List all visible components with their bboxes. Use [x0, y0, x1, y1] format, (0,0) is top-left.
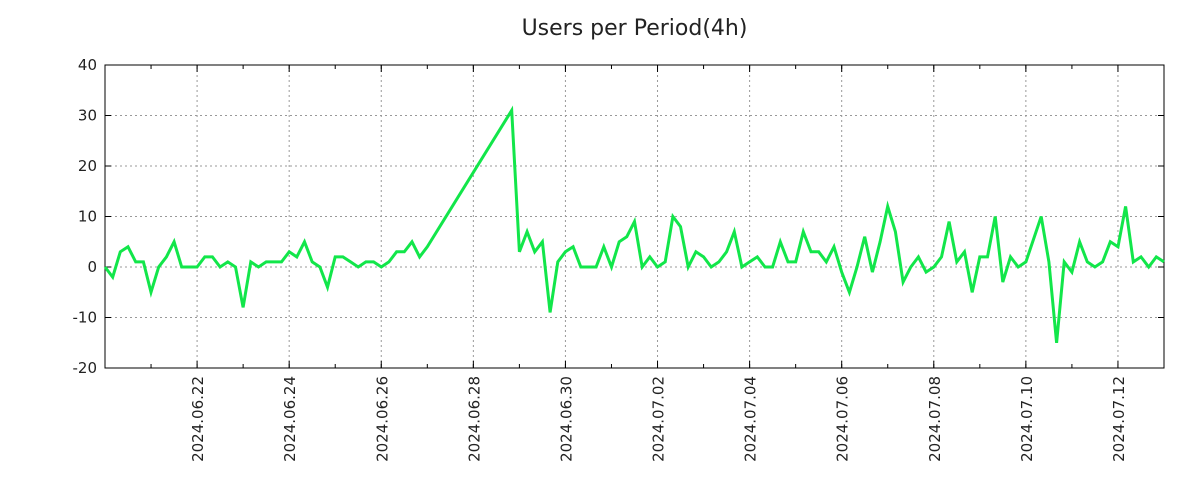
x-tick-label: 2024.07.02	[650, 376, 668, 462]
series-line-users	[103, 105, 1165, 343]
x-tick-label: 2024.06.24	[281, 376, 299, 462]
x-tick-label: 2024.06.30	[557, 376, 575, 462]
y-tick-label: 10	[78, 208, 97, 226]
y-tick-label: -10	[73, 309, 98, 327]
x-tick-label: 2024.07.04	[742, 376, 760, 462]
x-tick-label: 2024.06.22	[189, 376, 207, 462]
x-tick-label: 2024.07.06	[834, 376, 852, 462]
chart-title: Users per Period(4h)	[521, 16, 748, 41]
y-tick-label: 30	[78, 107, 97, 125]
x-tick-label: 2024.06.26	[373, 376, 391, 462]
y-tick-label: -20	[73, 359, 98, 377]
x-tick-label: 2024.07.12	[1110, 376, 1128, 462]
x-tick-label: 2024.07.08	[926, 376, 944, 462]
plot-frame	[104, 64, 1165, 369]
x-tick-label: 2024.07.10	[1018, 376, 1036, 462]
x-tick-label: 2024.06.28	[465, 376, 483, 462]
y-tick-label: 40	[78, 56, 97, 74]
y-tick-label: 0	[87, 258, 97, 276]
y-tick-label: 20	[78, 157, 97, 175]
